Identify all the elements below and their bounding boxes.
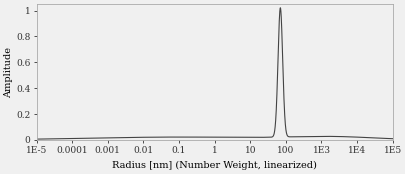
Y-axis label: Amplitude: Amplitude (4, 46, 13, 98)
X-axis label: Radius [nm] (Number Weight, linearized): Radius [nm] (Number Weight, linearized) (112, 161, 316, 170)
